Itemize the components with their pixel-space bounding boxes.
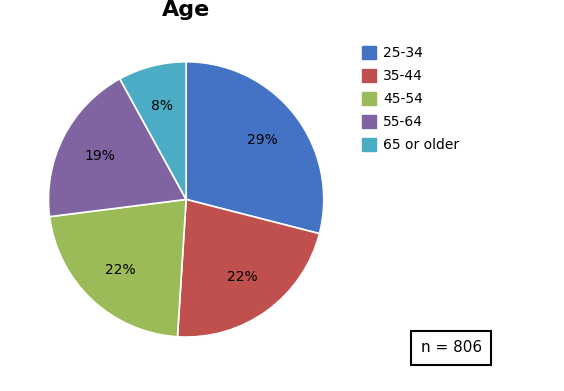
Title: Age: Age (162, 0, 210, 20)
Legend: 25-34, 35-44, 45-54, 55-64, 65 or older: 25-34, 35-44, 45-54, 55-64, 65 or older (362, 46, 459, 152)
Text: 29%: 29% (247, 133, 277, 147)
Wedge shape (50, 199, 186, 337)
Text: 19%: 19% (85, 149, 116, 163)
Wedge shape (186, 62, 324, 234)
Wedge shape (120, 62, 186, 199)
Wedge shape (178, 199, 319, 337)
Text: n = 806: n = 806 (421, 341, 482, 355)
Text: 8%: 8% (151, 99, 173, 113)
Text: 22%: 22% (227, 270, 258, 284)
Wedge shape (49, 79, 186, 217)
Text: 22%: 22% (105, 263, 135, 277)
